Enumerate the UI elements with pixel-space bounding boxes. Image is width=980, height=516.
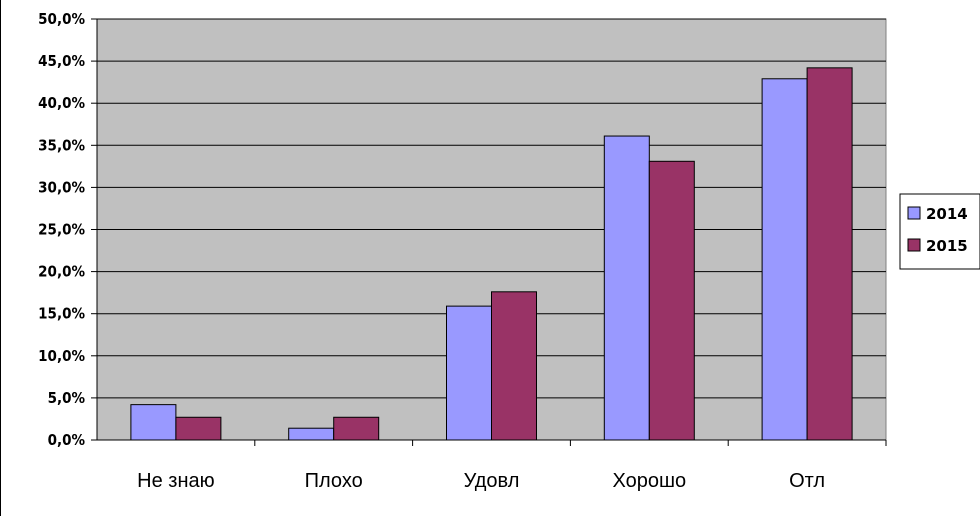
bar-2015-1 xyxy=(333,416,380,441)
legend-label: 2014 xyxy=(926,205,968,223)
y-tick-label: 20,0% xyxy=(38,263,85,281)
y-tick-label: 15,0% xyxy=(38,305,85,323)
bar-2014-2 xyxy=(446,305,492,441)
bar-2014-0 xyxy=(130,404,177,441)
bar-2015-0 xyxy=(175,416,222,441)
y-tick-label: 45,0% xyxy=(38,52,85,70)
bar-2014-3 xyxy=(603,135,650,441)
y-tick-label: 35,0% xyxy=(38,136,85,154)
bar-2015-3 xyxy=(648,160,695,441)
x-category-label: Удовл xyxy=(464,470,520,492)
x-category-label: Плохо xyxy=(305,470,363,492)
y-tick-label: 30,0% xyxy=(38,178,85,196)
y-tick-label: 40,0% xyxy=(38,94,85,112)
legend-label: 2015 xyxy=(926,237,968,255)
bar-2014-4 xyxy=(761,78,808,441)
y-tick-label: 5,0% xyxy=(48,389,86,407)
bar-2014-1 xyxy=(288,427,335,441)
legend-swatch-2015 xyxy=(907,238,921,252)
bar-2015-4 xyxy=(806,67,853,441)
x-category-label: Не знаю xyxy=(137,470,214,492)
y-tick-label: 0,0% xyxy=(48,431,86,449)
legend-swatch-2014 xyxy=(907,206,921,220)
y-tick-label: 50,0% xyxy=(38,10,85,28)
y-tick-label: 25,0% xyxy=(38,221,85,239)
y-tick-label: 10,0% xyxy=(38,347,85,365)
bar-2015-2 xyxy=(491,291,537,441)
x-category-label: Хорошо xyxy=(612,470,686,492)
x-category-label: Отл xyxy=(789,470,825,492)
